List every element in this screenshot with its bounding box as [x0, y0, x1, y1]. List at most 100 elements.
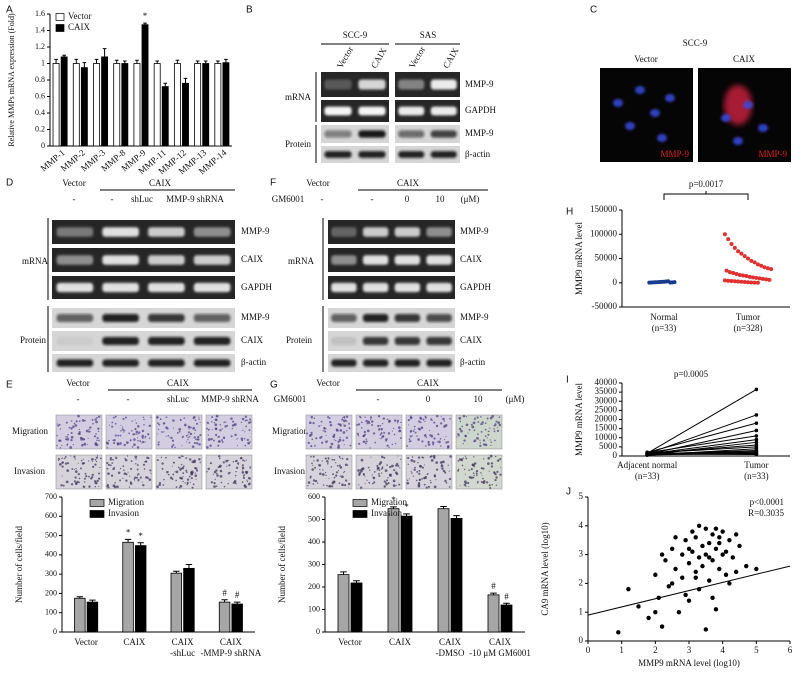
cell [381, 437, 383, 440]
cell [70, 427, 73, 430]
cell [178, 427, 182, 431]
row-label: CAIX [460, 254, 482, 264]
x-tick-label: CAIX [439, 637, 461, 647]
cell [380, 432, 383, 435]
cell [457, 468, 460, 471]
cell [312, 455, 315, 458]
cell [456, 436, 458, 438]
cell [136, 464, 139, 466]
cell [178, 430, 181, 433]
point [717, 535, 722, 540]
cell [70, 420, 73, 422]
cell [106, 467, 109, 470]
cell [407, 419, 410, 422]
cell [134, 427, 137, 431]
cell [210, 437, 213, 441]
point [744, 563, 749, 569]
cell [472, 421, 476, 425]
cell [495, 484, 498, 486]
cell [190, 472, 194, 476]
cell [95, 460, 98, 463]
band [362, 255, 389, 265]
cell [395, 484, 397, 486]
x-tick-label: 5 [754, 645, 759, 655]
cell [107, 472, 110, 475]
cell [218, 455, 221, 458]
gel [395, 125, 460, 143]
cell [368, 481, 371, 484]
cell [335, 462, 337, 464]
error-bar [143, 22, 147, 25]
cell [373, 470, 376, 473]
row-label: Invasion [14, 466, 45, 476]
cell [464, 473, 466, 475]
point [683, 538, 688, 543]
error-bar [195, 60, 200, 64]
y-tick-label: 0.6 [35, 91, 45, 100]
cell [113, 485, 117, 489]
nucleus [733, 137, 743, 145]
cell [78, 477, 81, 480]
x-tick-label: Vector [74, 637, 98, 647]
point [690, 549, 695, 554]
cell [363, 430, 366, 434]
cell [408, 438, 411, 440]
annotation: R=0.3035 [748, 508, 784, 518]
lane-label: 10 [436, 194, 446, 204]
cell [234, 433, 237, 437]
cell [369, 416, 373, 419]
point [723, 572, 729, 577]
cell [499, 457, 502, 460]
y-tick-label: 20000 [595, 414, 618, 424]
point [731, 271, 736, 276]
cell [333, 458, 336, 461]
cell [244, 415, 248, 419]
cell [462, 442, 464, 445]
x-tick-label: Vector [338, 637, 362, 647]
y-axis-label: MMP9 mRNA level [574, 383, 584, 457]
point [732, 245, 737, 250]
cell [130, 429, 133, 432]
point [754, 566, 759, 572]
cell [165, 456, 167, 459]
cell [186, 441, 188, 443]
point [696, 523, 702, 528]
significance-marker: # [504, 591, 509, 601]
cell [457, 469, 460, 472]
cell [325, 435, 327, 437]
error-bar [224, 58, 228, 63]
cell [67, 433, 69, 436]
cell [489, 416, 493, 420]
bar [121, 63, 129, 147]
cell [473, 440, 476, 443]
cell [311, 468, 314, 471]
bar [194, 63, 202, 147]
cell [444, 471, 447, 474]
cell [490, 462, 494, 465]
cell [346, 421, 348, 423]
point [754, 413, 759, 417]
band [148, 282, 185, 293]
row-label: β-actin [460, 357, 486, 367]
cell [333, 476, 336, 479]
micrograph [55, 454, 103, 490]
cell [328, 485, 331, 488]
cell [424, 415, 427, 418]
cell [219, 429, 222, 432]
cell [356, 423, 359, 426]
cell [385, 481, 387, 484]
gel [52, 354, 235, 372]
y-tick-label: 0.2 [35, 124, 45, 133]
cell [318, 425, 321, 428]
cell [378, 472, 380, 475]
cell [95, 420, 98, 424]
cell [241, 481, 244, 483]
point [755, 262, 760, 267]
cell [357, 469, 360, 472]
bar [93, 63, 100, 147]
cell [310, 415, 314, 419]
cell [86, 444, 88, 446]
error-bar [122, 60, 127, 64]
cell [395, 464, 398, 467]
bar [133, 63, 141, 147]
